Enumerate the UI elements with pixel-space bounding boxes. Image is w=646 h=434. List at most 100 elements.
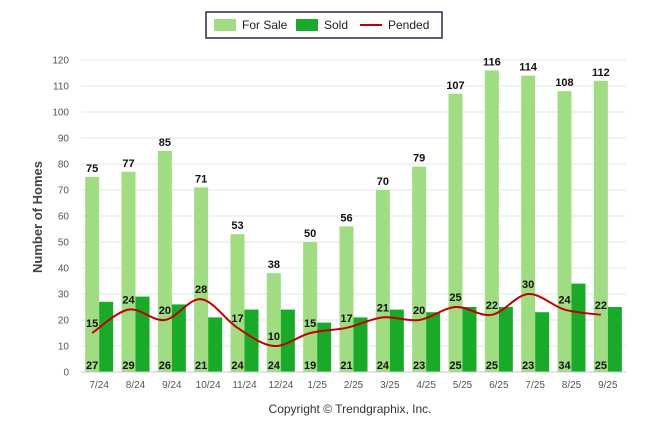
bar-for-sale bbox=[521, 75, 536, 372]
y-tick-label: 80 bbox=[58, 160, 70, 171]
legend-swatch-for-sale bbox=[214, 19, 236, 31]
y-axis-ticks: 0 10 20 30 40 50 60 70 80 90 100 110 120 bbox=[52, 56, 69, 379]
data-label-pended: 20 bbox=[159, 305, 171, 317]
bar-for-sale bbox=[484, 70, 499, 373]
x-tick-label: 1/25 bbox=[307, 380, 327, 391]
x-tick-label: 7/25 bbox=[525, 380, 545, 391]
legend: For Sale Sold Pended bbox=[205, 11, 443, 39]
bar-for-sale bbox=[557, 91, 572, 372]
data-label-sold: 23 bbox=[522, 360, 534, 372]
data-label-sold: 24 bbox=[231, 360, 244, 372]
y-tick-label: 70 bbox=[58, 186, 70, 197]
bar-for-sale bbox=[121, 171, 136, 372]
data-label-sold: 26 bbox=[159, 360, 171, 372]
x-tick-label: 6/25 bbox=[489, 380, 509, 391]
x-tick-label: 11/24 bbox=[232, 380, 257, 391]
data-label-for-sale: 56 bbox=[340, 212, 352, 224]
data-label-for-sale: 116 bbox=[483, 56, 501, 68]
data-label-pended: 15 bbox=[304, 318, 316, 330]
copyright-footer: Copyright © Trendgraphix, Inc. bbox=[269, 402, 432, 416]
bar-for-sale bbox=[375, 190, 390, 372]
data-label-for-sale: 50 bbox=[304, 228, 316, 240]
data-label-pended: 21 bbox=[377, 302, 389, 314]
data-label-sold: 19 bbox=[304, 360, 316, 372]
data-label-pended: 17 bbox=[231, 313, 243, 325]
data-label-for-sale: 71 bbox=[195, 173, 207, 185]
bar-sold bbox=[353, 317, 368, 372]
y-tick-label: 10 bbox=[58, 342, 70, 353]
data-label-sold: 25 bbox=[486, 360, 498, 372]
legend-label-pended: Pended bbox=[388, 18, 429, 32]
data-label-sold: 25 bbox=[595, 360, 607, 372]
bar-sold bbox=[135, 296, 150, 372]
bar-sold bbox=[208, 317, 223, 372]
data-label-sold: 34 bbox=[558, 360, 571, 372]
data-labels: 75 27 77 29 85 26 71 21 53 24 38 24 50 19 56 21 70 24 79 23… bbox=[86, 56, 610, 372]
bar-for-sale bbox=[448, 93, 463, 373]
bar-sold bbox=[498, 307, 513, 372]
data-label-pended: 24 bbox=[122, 295, 135, 307]
y-axis-label: Number of Homes bbox=[30, 161, 45, 273]
bar-for-sale bbox=[194, 187, 209, 372]
legend-label-sold: Sold bbox=[324, 18, 348, 32]
bar-sold bbox=[426, 312, 441, 372]
x-tick-label: 5/25 bbox=[453, 380, 473, 391]
bar-for-sale bbox=[157, 151, 172, 372]
bar-for-sale bbox=[230, 234, 245, 372]
bar-sold bbox=[280, 309, 295, 372]
data-label-sold: 24 bbox=[268, 360, 281, 372]
bar-for-sale bbox=[85, 177, 100, 372]
bar-sold bbox=[462, 307, 477, 372]
pended-line bbox=[91, 292, 601, 348]
data-label-sold: 21 bbox=[195, 360, 207, 372]
data-label-for-sale: 79 bbox=[413, 153, 425, 165]
bar-for-sale bbox=[593, 80, 608, 373]
y-tick-label: 20 bbox=[58, 316, 70, 327]
legend-swatch-sold bbox=[296, 19, 318, 31]
y-tick-label: 0 bbox=[63, 368, 69, 379]
bar-sold bbox=[535, 312, 550, 372]
bar-sold bbox=[244, 309, 259, 372]
bar-for-sale bbox=[412, 166, 427, 372]
data-label-for-sale: 77 bbox=[122, 158, 134, 170]
data-label-for-sale: 114 bbox=[519, 62, 538, 74]
data-label-pended: 20 bbox=[413, 305, 425, 317]
data-label-sold: 25 bbox=[449, 360, 461, 372]
data-label-sold: 21 bbox=[340, 360, 352, 372]
data-label-pended: 10 bbox=[268, 331, 280, 343]
bar-for-sale bbox=[303, 242, 318, 372]
data-label-for-sale: 53 bbox=[231, 220, 243, 232]
data-label-sold: 27 bbox=[86, 360, 98, 372]
y-tick-label: 60 bbox=[58, 212, 70, 223]
bar-for-sale bbox=[339, 226, 354, 372]
data-label-pended: 15 bbox=[86, 318, 98, 330]
y-tick-label: 110 bbox=[53, 82, 69, 93]
data-label-pended: 22 bbox=[595, 300, 607, 312]
bar-sold bbox=[607, 307, 622, 372]
data-label-pended: 17 bbox=[340, 313, 352, 325]
data-label-pended: 28 bbox=[195, 284, 207, 296]
legend-label-for-sale: For Sale bbox=[242, 18, 288, 32]
x-tick-label: 8/25 bbox=[562, 380, 582, 391]
y-tick-label: 30 bbox=[58, 290, 70, 301]
y-tick-label: 40 bbox=[58, 264, 70, 275]
x-tick-label: 12/24 bbox=[268, 380, 293, 391]
bar-sold bbox=[389, 309, 404, 372]
data-label-pended: 24 bbox=[558, 295, 571, 307]
data-label-sold: 29 bbox=[122, 360, 134, 372]
x-tick-label: 10/24 bbox=[196, 380, 221, 391]
data-label-pended: 25 bbox=[449, 292, 461, 304]
data-label-pended: 22 bbox=[486, 300, 498, 312]
pended-line-path bbox=[91, 292, 601, 348]
data-label-for-sale: 38 bbox=[268, 259, 280, 271]
legend-box bbox=[205, 11, 443, 39]
data-label-for-sale: 112 bbox=[592, 67, 610, 79]
data-label-sold: 23 bbox=[413, 360, 425, 372]
data-label-for-sale: 107 bbox=[446, 80, 464, 92]
y-tick-label: 50 bbox=[58, 238, 70, 249]
bar-sold bbox=[99, 301, 114, 372]
data-label-sold: 24 bbox=[377, 360, 390, 372]
data-label-for-sale: 75 bbox=[86, 163, 98, 175]
